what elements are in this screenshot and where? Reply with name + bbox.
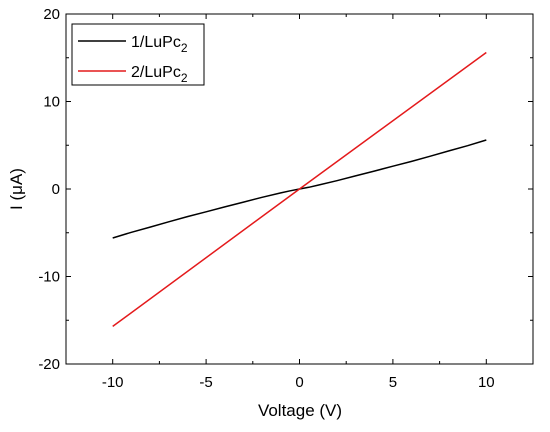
y-axis-title: I (μA)	[7, 168, 26, 210]
y-axis-ticks: -20 -10 0 10 20	[38, 6, 533, 373]
legend-label-series-2: 2/LuPc2	[131, 64, 188, 85]
x-axis-ticks: -10 -5 0 5 10	[65, 14, 534, 391]
y-tick-label: 0	[52, 181, 60, 198]
x-tick-label: 0	[295, 374, 303, 391]
legend-label-series-1: 1/LuPc2	[131, 34, 188, 55]
x-tick-label: -5	[199, 374, 212, 391]
series-lines	[112, 51, 487, 328]
legend: 1/LuPc2 2/LuPc2	[71, 23, 205, 86]
y-tick-label: -20	[38, 356, 60, 373]
x-axis-title: Voltage (V)	[258, 401, 342, 420]
x-tick-label: -10	[102, 374, 124, 391]
legend-box	[71, 23, 205, 86]
x-tick-label: 5	[389, 374, 397, 391]
y-tick-label: 10	[43, 94, 60, 111]
y-tick-label: 20	[43, 6, 60, 23]
series-line-2	[112, 51, 487, 328]
x-tick-label: 10	[478, 374, 495, 391]
y-tick-label: -10	[38, 269, 60, 286]
